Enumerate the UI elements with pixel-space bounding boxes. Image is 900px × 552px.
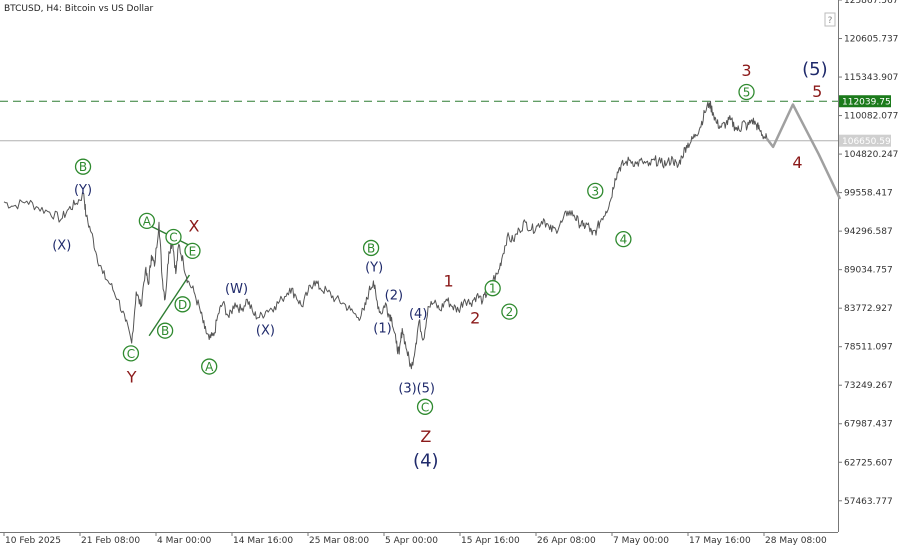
x-tick-label: 10 Feb 2025 bbox=[5, 536, 61, 546]
wave-label-circle bbox=[587, 182, 604, 199]
x-tick-label: 17 May 16:00 bbox=[689, 536, 751, 546]
wave-label: 3 bbox=[741, 61, 751, 80]
wave-label: B bbox=[161, 324, 169, 338]
y-tick-label: 120605.737 bbox=[844, 35, 898, 45]
horizontal-lines: 112039.758 106650.590 bbox=[0, 95, 897, 147]
x-tick-label: 5 Apr 00:00 bbox=[385, 536, 438, 546]
wave-label: 2 bbox=[506, 305, 514, 319]
trendline bbox=[148, 274, 191, 337]
wave-label: X bbox=[189, 217, 200, 236]
wave-label: D bbox=[178, 298, 187, 312]
wave-label: (4) bbox=[409, 307, 427, 322]
wave-label: A bbox=[205, 360, 214, 374]
wave-label: 5 bbox=[743, 86, 751, 100]
y-tick-label: 125867.567 bbox=[844, 0, 898, 6]
wave-label: (4) bbox=[413, 451, 439, 472]
wave-label-circle bbox=[615, 231, 632, 248]
price-line bbox=[3, 100, 768, 370]
y-tick-label: 78511.097 bbox=[844, 343, 893, 353]
wave-label-circle bbox=[174, 296, 191, 313]
wave-label: 1 bbox=[489, 282, 497, 296]
info-button-frame bbox=[824, 12, 836, 27]
wave-label: 5 bbox=[812, 82, 822, 101]
forecast-line bbox=[766, 103, 842, 200]
forecast-series bbox=[766, 103, 842, 200]
wave-label-circle bbox=[484, 280, 501, 297]
y-axis: 125867.567 120605.737 115343.907 110082.077… bbox=[838, 0, 898, 507]
y-tick-label: 57463.777 bbox=[844, 497, 893, 507]
wave-label-circle bbox=[416, 398, 434, 415]
wave-label-circle bbox=[165, 228, 182, 246]
wave-label-circle bbox=[156, 322, 174, 339]
wave-label-circle bbox=[122, 345, 140, 362]
wave-label-circle bbox=[362, 239, 380, 257]
wave-label-circle bbox=[138, 212, 156, 230]
wave-label: (X) bbox=[256, 324, 275, 339]
y-tick-label: 115343.907 bbox=[844, 73, 898, 83]
y-tick-label: 89034.757 bbox=[844, 266, 893, 276]
wave-label: (5) bbox=[417, 381, 435, 396]
wave-label: E bbox=[189, 244, 197, 258]
y-tick-label: 62725.607 bbox=[844, 458, 893, 468]
wave-label: Y bbox=[126, 368, 137, 387]
y-tick-label: 104820.247 bbox=[844, 150, 898, 160]
current-price-label: 106650.590 bbox=[842, 137, 897, 147]
wave-label: 3 bbox=[591, 184, 599, 198]
x-tick-label: 26 Apr 08:00 bbox=[537, 536, 596, 546]
x-tick-label: 21 Feb 08:00 bbox=[81, 536, 140, 546]
x-tick-label: 28 May 08:00 bbox=[765, 536, 827, 546]
wave-label: C bbox=[421, 400, 429, 414]
y-tick-label: 94296.587 bbox=[844, 227, 893, 237]
wave-label: (3) bbox=[398, 381, 416, 396]
wave-label: (Y) bbox=[365, 261, 383, 276]
chart-title: BTCUSD, H4: Bitcoin vs US Dollar bbox=[4, 4, 153, 14]
wave-label: C bbox=[169, 230, 177, 244]
x-tick-label: 14 Mar 16:00 bbox=[233, 536, 293, 546]
wave-label: C bbox=[127, 347, 135, 361]
y-tick-label: 99558.417 bbox=[844, 189, 893, 199]
wave-label: (5) bbox=[802, 59, 828, 80]
wave-label: B bbox=[367, 241, 375, 255]
wave-label: 4 bbox=[620, 233, 628, 247]
wave-label: 2 bbox=[470, 308, 480, 327]
wave-label-circle bbox=[501, 303, 518, 320]
wave-label-circle bbox=[184, 242, 201, 260]
wave-label: Z bbox=[420, 427, 431, 446]
wave-label: 1 bbox=[444, 272, 454, 291]
resistance-price-label: 112039.758 bbox=[842, 98, 897, 108]
price-series bbox=[3, 100, 768, 370]
x-axis: 10 Feb 2025 21 Feb 08:00 4 Mar 00:00 14 Mar… bbox=[3, 532, 827, 546]
wave-label: B bbox=[79, 160, 87, 174]
wave-label: (2) bbox=[385, 288, 403, 303]
x-tick-label: 4 Mar 00:00 bbox=[157, 536, 212, 546]
x-tick-label: 15 Apr 16:00 bbox=[461, 536, 520, 546]
wave-label: 4 bbox=[792, 153, 802, 172]
wave-label: (Y) bbox=[74, 183, 92, 198]
wave-label: (W) bbox=[225, 282, 248, 297]
y-tick-label: 73249.267 bbox=[844, 381, 893, 391]
resistance-price-badge bbox=[839, 95, 891, 108]
current-price-badge bbox=[839, 134, 891, 147]
wave-label: (X) bbox=[52, 239, 71, 254]
wave-label: A bbox=[143, 214, 152, 228]
y-tick-label: 110082.077 bbox=[844, 112, 898, 122]
x-tick-label: 7 May 00:00 bbox=[613, 536, 669, 546]
wave-label: (1) bbox=[373, 321, 391, 336]
question-mark-icon: ? bbox=[828, 16, 833, 26]
y-tick-label: 83772.927 bbox=[844, 304, 893, 314]
y-tick-label: 67987.437 bbox=[844, 420, 893, 430]
wave-label-circle bbox=[201, 358, 218, 375]
x-tick-label: 25 Mar 08:00 bbox=[309, 536, 369, 546]
wave-label-circle bbox=[74, 158, 92, 175]
info-button[interactable]: ? bbox=[824, 12, 836, 27]
wave-label-circle bbox=[738, 83, 755, 101]
axis-frame bbox=[0, 0, 839, 533]
